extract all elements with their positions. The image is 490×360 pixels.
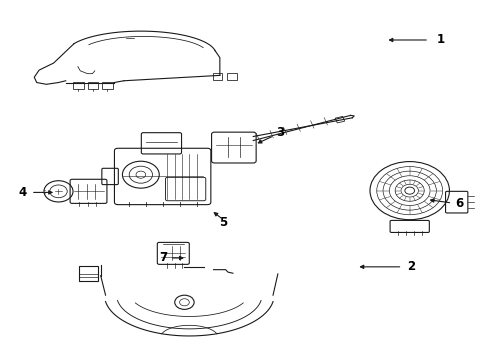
Text: 1: 1	[437, 33, 444, 46]
Text: 6: 6	[456, 197, 464, 210]
Text: 5: 5	[219, 216, 227, 229]
Text: 2: 2	[407, 260, 416, 273]
Text: 4: 4	[19, 186, 27, 199]
Bar	[73, 82, 84, 89]
Bar	[227, 73, 237, 80]
Text: 7: 7	[159, 252, 168, 265]
Bar	[79, 266, 98, 281]
Bar	[88, 82, 98, 89]
Text: 3: 3	[276, 126, 285, 139]
Bar	[335, 116, 344, 123]
Bar	[213, 73, 222, 80]
Bar	[102, 82, 113, 89]
